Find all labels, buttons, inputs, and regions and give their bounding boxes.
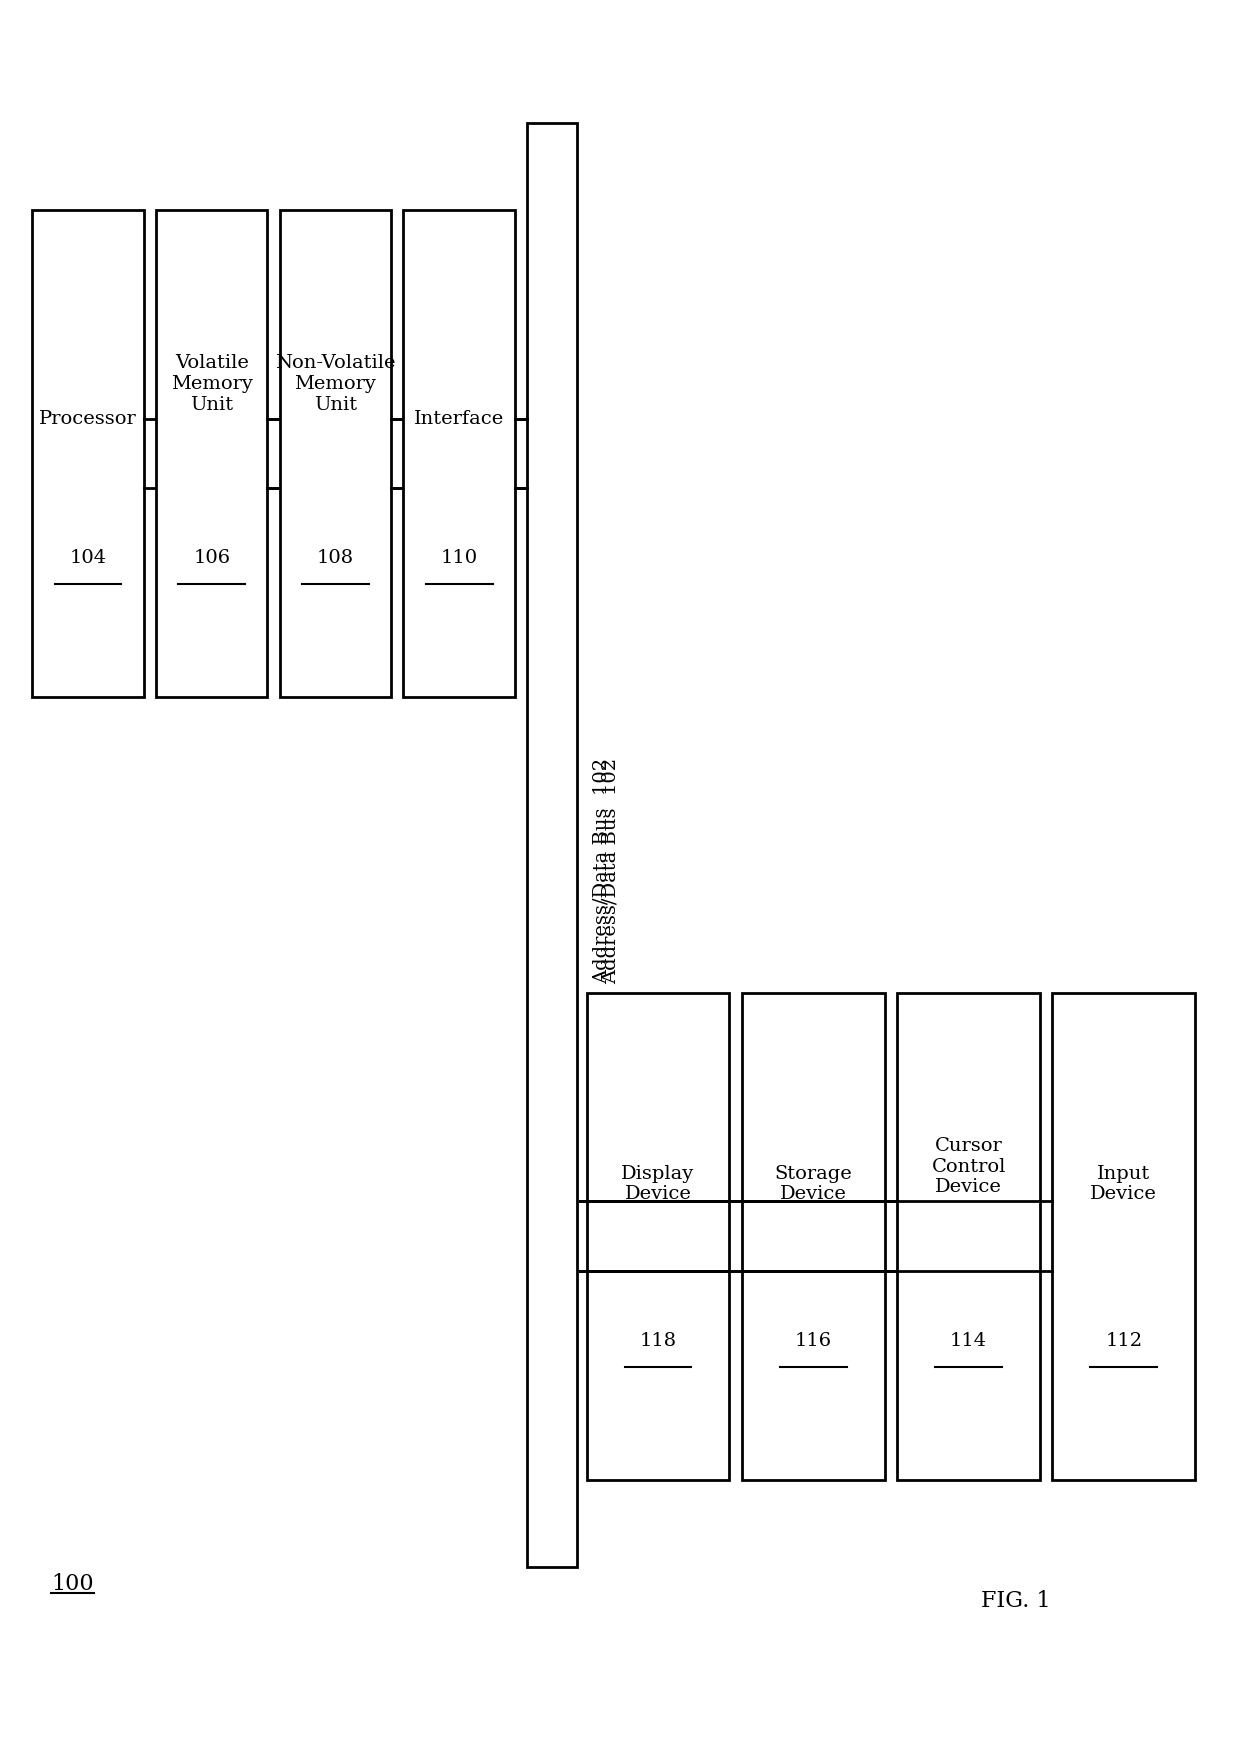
Bar <box>1053 993 1195 1479</box>
Text: Address/Data Bus  102: Address/Data Bus 102 <box>601 758 620 984</box>
Text: 118: 118 <box>640 1331 677 1350</box>
Text: Input
Device: Input Device <box>1090 1165 1157 1204</box>
Text: Volatile
Memory
Unit: Volatile Memory Unit <box>171 354 253 415</box>
Text: 108: 108 <box>317 549 353 566</box>
Bar <box>527 124 577 1566</box>
Bar <box>32 211 144 697</box>
Text: Display
Device: Display Device <box>621 1165 694 1204</box>
Text: 112: 112 <box>1105 1331 1142 1350</box>
Text: Processor: Processor <box>40 409 136 429</box>
Text: 114: 114 <box>950 1331 987 1350</box>
Bar <box>587 993 729 1479</box>
Text: 116: 116 <box>795 1331 832 1350</box>
Text: 100: 100 <box>51 1573 93 1596</box>
Text: 110: 110 <box>440 549 477 566</box>
Text: 106: 106 <box>193 549 231 566</box>
Text: FIG. 1: FIG. 1 <box>981 1590 1050 1613</box>
Bar <box>156 211 268 697</box>
Text: Cursor
Control
Device: Cursor Control Device <box>931 1138 1006 1197</box>
Text: Non-Volatile
Memory
Unit: Non-Volatile Memory Unit <box>275 354 396 415</box>
Text: 104: 104 <box>69 549 107 566</box>
Bar <box>403 211 515 697</box>
Bar <box>280 211 391 697</box>
Text: Storage
Device: Storage Device <box>775 1165 852 1204</box>
Text: Interface: Interface <box>414 409 505 429</box>
Bar <box>742 993 885 1479</box>
Bar <box>897 993 1040 1479</box>
Text: Address/Data Bus  102: Address/Data Bus 102 <box>593 758 611 984</box>
